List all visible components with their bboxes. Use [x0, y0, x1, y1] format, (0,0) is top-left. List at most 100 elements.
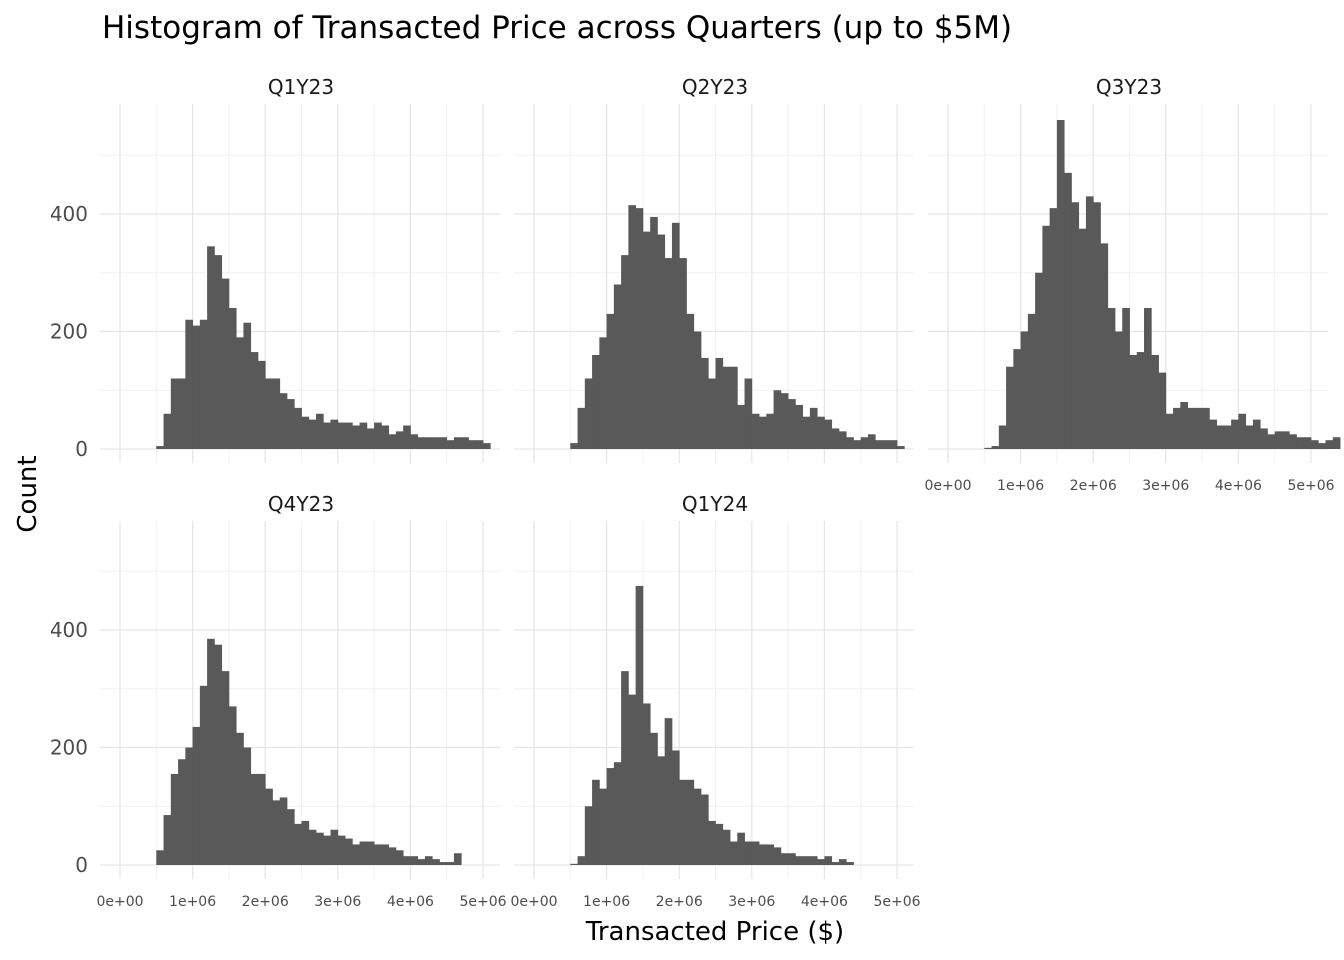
histogram-bar: [308, 419, 317, 449]
histogram-bar: [178, 378, 186, 449]
histogram-bar: [1020, 331, 1029, 449]
histogram-bar: [621, 255, 629, 449]
histogram-bar: [759, 844, 767, 865]
histogram-bar: [1107, 308, 1116, 449]
histogram-bar: [686, 779, 695, 865]
histogram-bar: [722, 829, 731, 865]
histogram-bar: [228, 706, 237, 865]
histogram-bar: [330, 419, 339, 449]
x-tick-label: 1e+06: [997, 478, 1044, 494]
histogram-bar: [1267, 434, 1276, 449]
histogram-bar: [693, 788, 702, 865]
histogram-bar: [1085, 196, 1094, 449]
histogram-bar: [780, 853, 789, 865]
histogram-bar: [1056, 120, 1065, 449]
histogram-bar: [432, 437, 440, 449]
histogram-bar: [359, 841, 368, 865]
histogram-bar: [1274, 431, 1283, 449]
histogram-bar: [1202, 407, 1210, 449]
histogram-bar: [824, 856, 833, 865]
histogram-bar: [236, 732, 244, 865]
histogram-bar: [570, 443, 578, 449]
histogram-bar: [686, 313, 695, 449]
histogram-bar: [708, 378, 716, 449]
x-tick-label: 0e+00: [96, 894, 143, 910]
histogram-bar: [294, 407, 302, 449]
histogram-bar: [257, 773, 266, 865]
histogram-bar: [773, 847, 782, 865]
histogram-bar: [243, 747, 252, 865]
histogram-bar: [577, 856, 586, 865]
histogram-bar: [657, 234, 666, 449]
histogram-bar: [613, 762, 622, 865]
histogram-bar: [1209, 419, 1218, 449]
histogram-bar: [635, 208, 644, 449]
histogram-bar: [1216, 425, 1225, 449]
histogram-bar: [178, 759, 186, 865]
histogram-bar: [1078, 228, 1087, 449]
histogram-bar: [715, 357, 724, 449]
histogram-bar: [715, 823, 724, 865]
histogram-bar: [257, 360, 266, 449]
histogram-bar: [1049, 208, 1058, 449]
x-tick-label: 4e+06: [801, 894, 848, 910]
histogram-bar: [700, 357, 709, 449]
y-tick-label: 400: [50, 618, 88, 642]
histogram-bar: [730, 366, 738, 449]
histogram-bar: [381, 425, 390, 449]
histogram-bar: [991, 446, 1000, 449]
histogram-bar: [185, 747, 193, 865]
histogram-bar: [577, 407, 586, 449]
x-tick-label: 0e+00: [510, 894, 557, 910]
histogram-bar: [1165, 413, 1174, 449]
histogram-bar: [759, 416, 767, 449]
histogram-bar: [766, 844, 774, 865]
histogram-bar: [453, 853, 462, 865]
chart-title: Histogram of Transacted Price across Qua…: [102, 10, 1013, 46]
histogram-bar: [853, 440, 862, 449]
histogram-bar: [730, 841, 738, 865]
histogram-bar: [1071, 202, 1080, 449]
histogram-bar: [1158, 372, 1167, 449]
histogram-bar: [250, 773, 259, 865]
histogram-bar: [250, 352, 259, 449]
histogram-bar: [395, 431, 404, 449]
histogram-bar: [1231, 419, 1239, 449]
histogram-bar: [366, 841, 375, 865]
histogram-bar: [265, 378, 273, 449]
histogram-bar: [788, 853, 796, 865]
histogram-bar: [606, 768, 615, 865]
histogram-bar: [1245, 425, 1254, 449]
histogram-bar: [461, 437, 469, 449]
histogram-bar: [737, 404, 745, 449]
histogram-bar: [417, 859, 426, 865]
histogram-bar: [882, 440, 891, 449]
histogram-bar: [286, 809, 295, 865]
histogram-bar: [817, 416, 825, 449]
histogram-bar: [221, 278, 230, 449]
histogram-bar: [809, 856, 818, 865]
histogram-bar: [374, 844, 382, 865]
histogram-bar: [432, 859, 440, 865]
histogram-bar: [1136, 352, 1145, 449]
histogram-bar: [671, 222, 680, 449]
histogram-bar: [1042, 225, 1051, 449]
x-tick-label: 2e+06: [1070, 478, 1117, 494]
histogram-bar: [1093, 202, 1101, 449]
histogram-bar: [984, 447, 992, 449]
histogram-bar: [185, 319, 193, 449]
x-axis-title: Transacted Price ($): [585, 917, 844, 947]
histogram-bar: [1064, 172, 1072, 449]
histogram-bar: [170, 378, 179, 449]
histogram-bar: [279, 797, 288, 865]
histogram-bar: [403, 425, 411, 449]
x-tick-label: 4e+06: [387, 894, 434, 910]
x-tick-label: 4e+06: [1215, 478, 1262, 494]
histogram-bar: [352, 844, 360, 865]
histogram-bar: [403, 856, 411, 865]
histogram-bar: [1260, 428, 1268, 449]
histogram-bar: [265, 788, 273, 865]
histogram-bar: [751, 841, 760, 865]
histogram-bar: [584, 378, 593, 449]
histogram-bar: [228, 308, 237, 449]
